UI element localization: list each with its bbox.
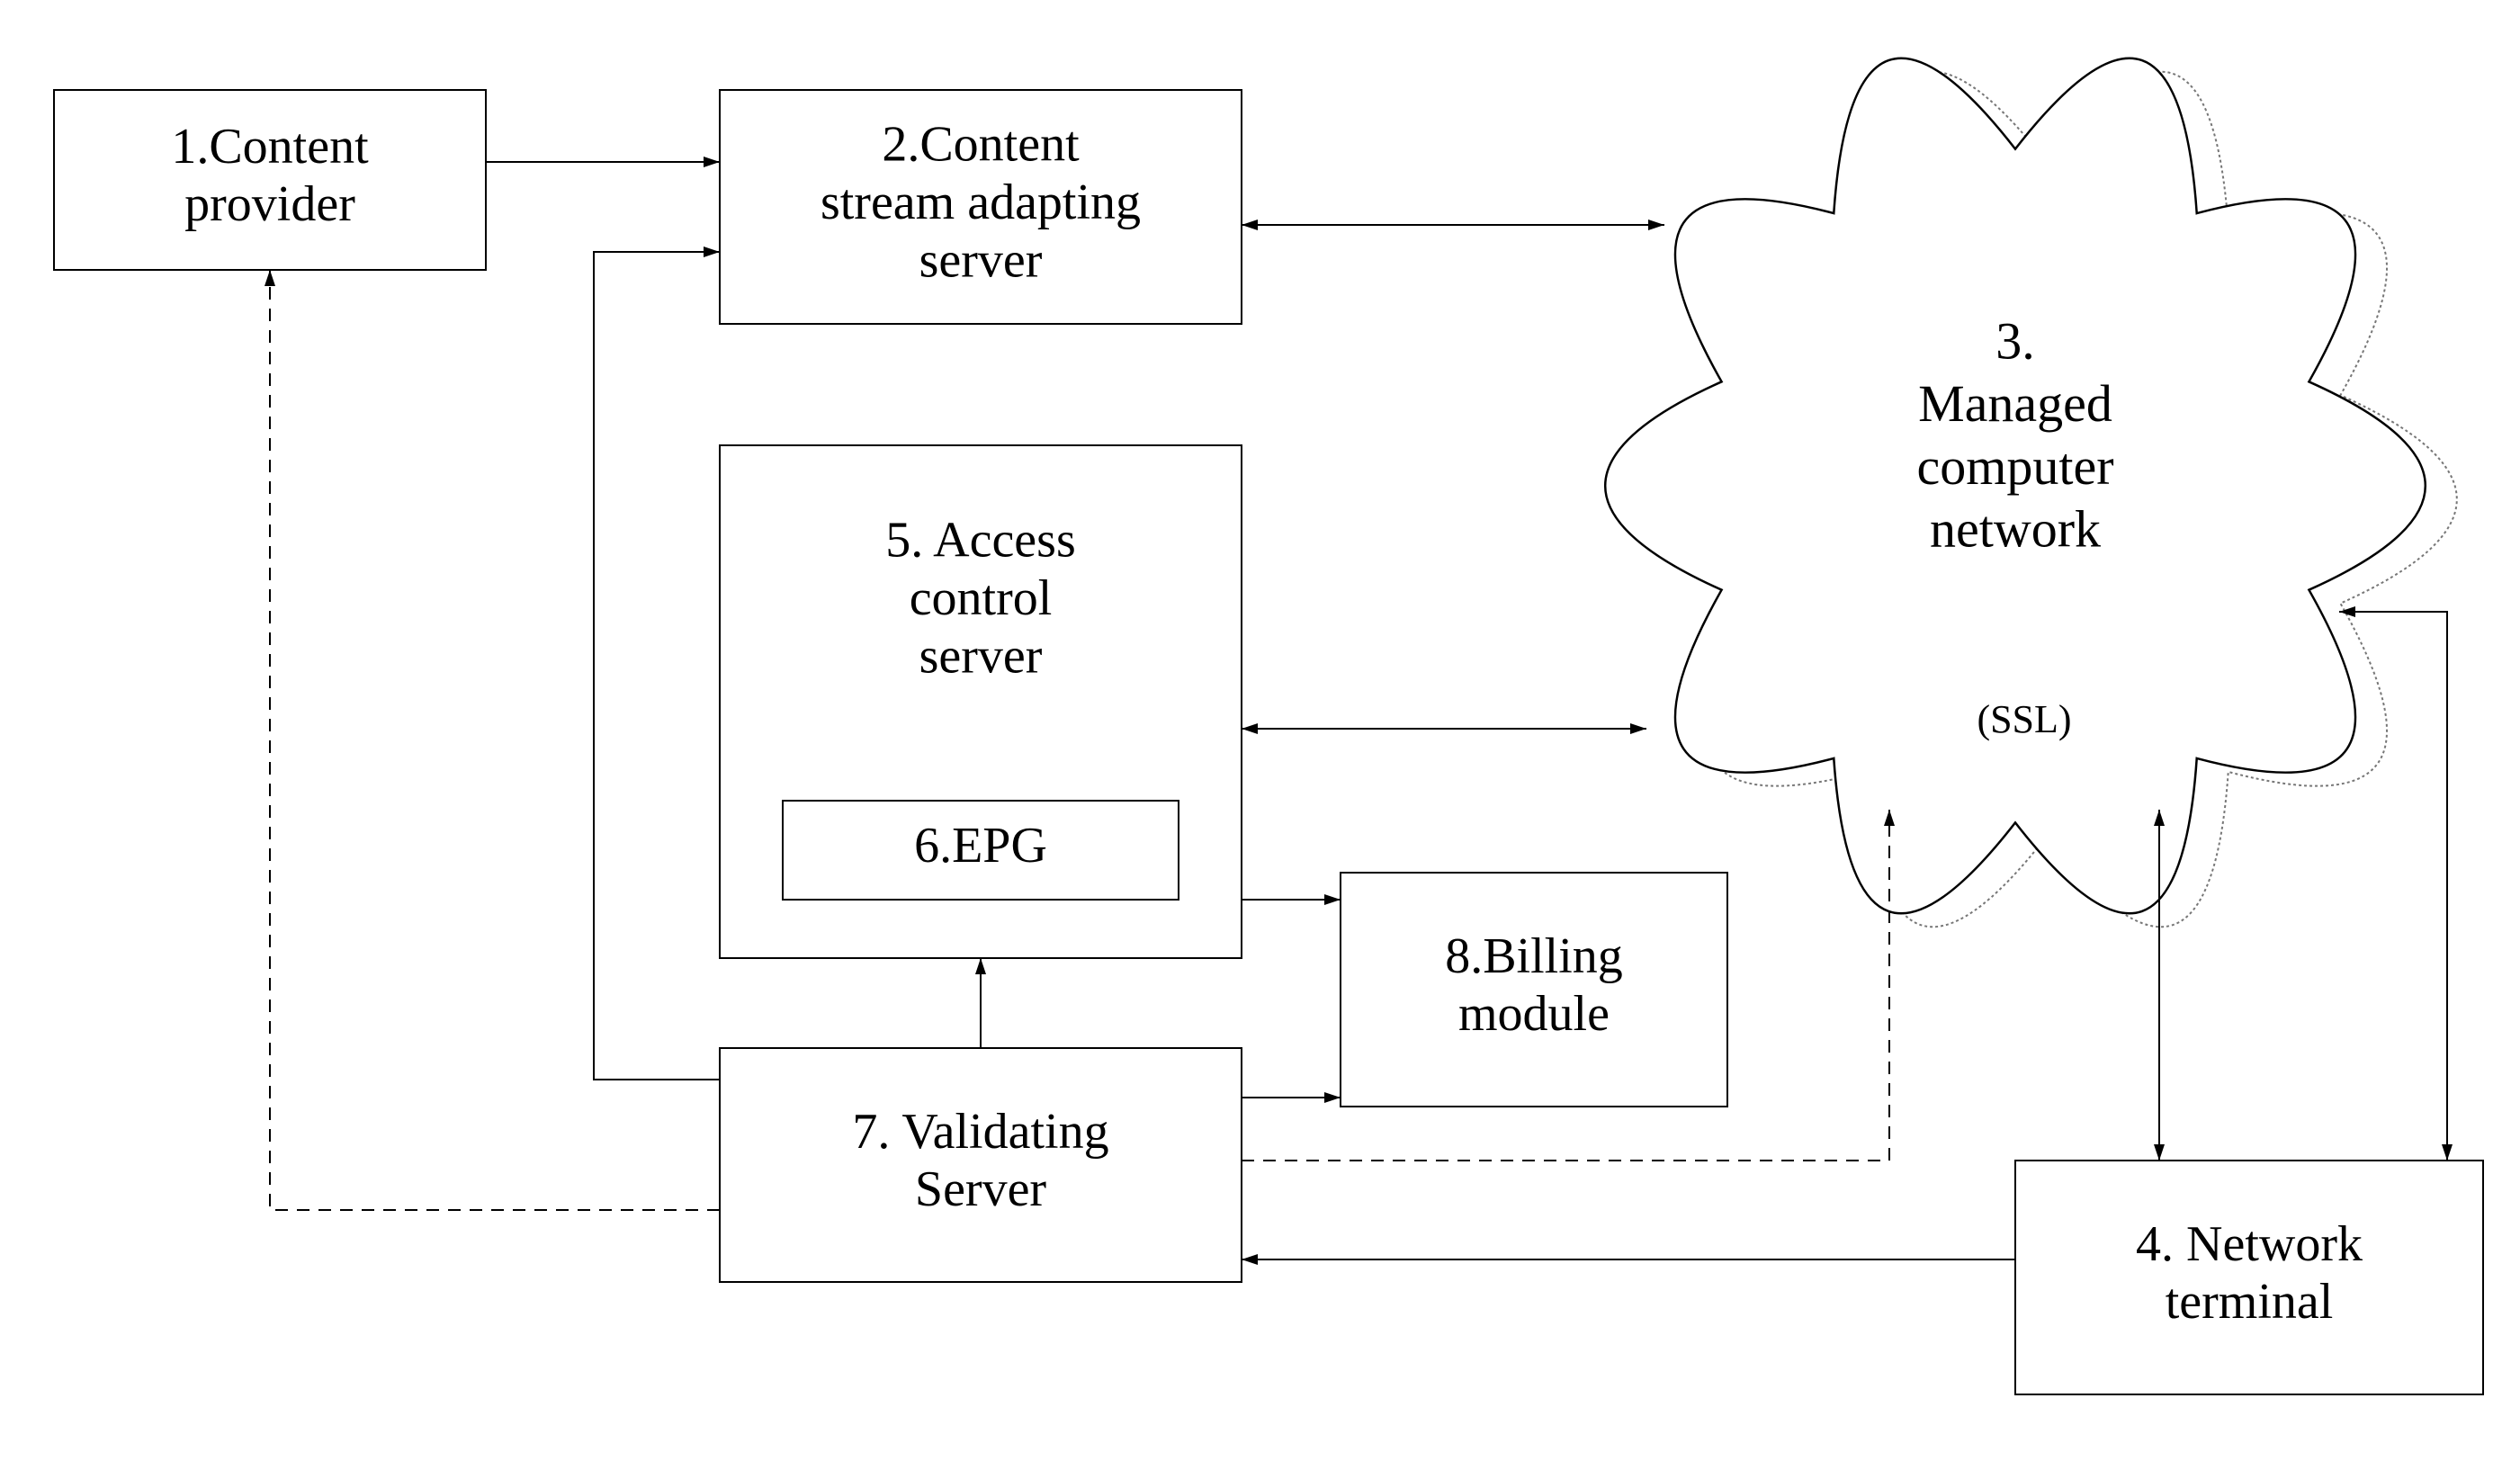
node-n1: 1.Contentprovider bbox=[54, 90, 486, 270]
ssl-label: (SSL) bbox=[1977, 697, 2071, 741]
architecture-diagram: 1.Contentprovider 2.Contentstream adaptin… bbox=[0, 0, 2520, 1461]
node-n8: 8.Billingmodule bbox=[1341, 873, 1727, 1107]
node-n4: 4. Networkterminal bbox=[2015, 1161, 2483, 1394]
edge-e3-4r bbox=[2339, 612, 2447, 1161]
edge-e7-1 bbox=[270, 270, 720, 1210]
node-n6-label: 6.EPG bbox=[914, 818, 1047, 874]
edge-e7-2 bbox=[594, 252, 720, 1080]
node-n6: 6.EPG bbox=[783, 801, 1179, 900]
node-n3: 3.Managedcomputernetwork(SSL) bbox=[1605, 58, 2457, 928]
node-n7: 7. ValidatingServer bbox=[720, 1048, 1242, 1282]
node-n2: 2.Contentstream adaptingserver bbox=[720, 90, 1242, 324]
nodes: 1.Contentprovider 2.Contentstream adaptin… bbox=[54, 58, 2483, 1394]
